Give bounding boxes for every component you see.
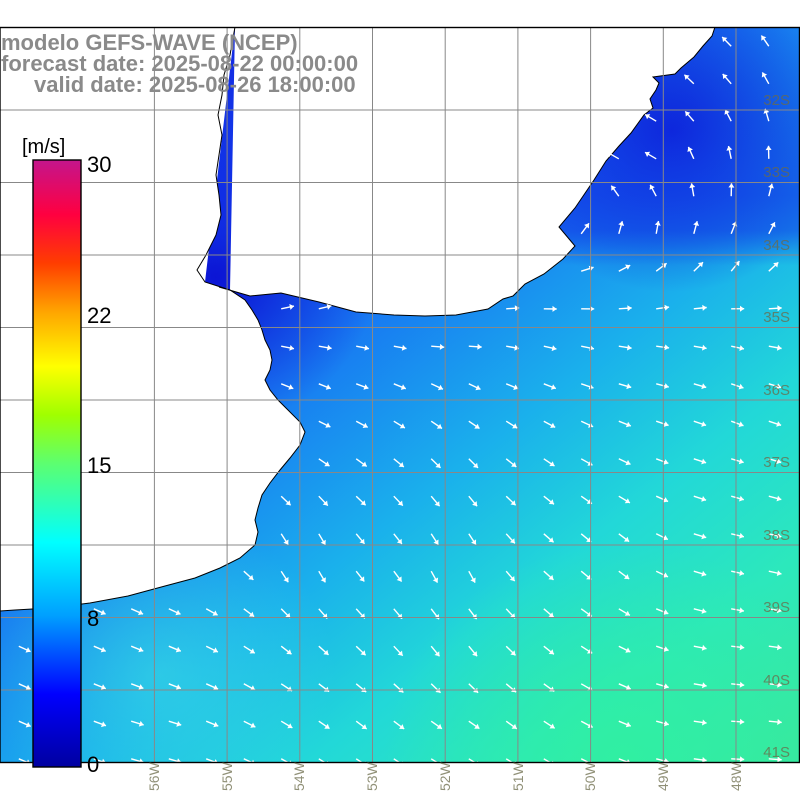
svg-text:34S: 34S: [763, 237, 790, 254]
svg-text:15: 15: [87, 453, 111, 478]
svg-text:35S: 35S: [763, 309, 790, 326]
svg-text:8: 8: [87, 606, 99, 631]
svg-text:50W: 50W: [582, 761, 598, 791]
svg-text:32S: 32S: [763, 92, 790, 109]
svg-text:51W: 51W: [510, 761, 526, 791]
svg-text:52W: 52W: [437, 761, 453, 791]
svg-text:0: 0: [87, 752, 99, 777]
svg-text:38S: 38S: [763, 527, 790, 544]
svg-text:30: 30: [87, 152, 111, 177]
svg-text:54W: 54W: [291, 761, 307, 791]
svg-text:56W: 56W: [146, 761, 162, 791]
svg-text:33S: 33S: [763, 164, 790, 181]
svg-text:39S: 39S: [763, 599, 790, 616]
svg-text:37S: 37S: [763, 454, 790, 471]
svg-text:48W: 48W: [728, 761, 744, 791]
svg-text:55W: 55W: [219, 761, 235, 791]
svg-text:41S: 41S: [763, 744, 790, 761]
svg-text:49W: 49W: [655, 761, 671, 791]
svg-text:53W: 53W: [364, 761, 380, 791]
svg-text:22: 22: [87, 303, 111, 328]
svg-text:40S: 40S: [763, 672, 790, 689]
svg-text:valid date: 2025-08-26 18:00:0: valid date: 2025-08-26 18:00:00: [34, 72, 356, 97]
svg-text:[m/s]: [m/s]: [22, 136, 65, 158]
svg-text:36S: 36S: [763, 382, 790, 399]
